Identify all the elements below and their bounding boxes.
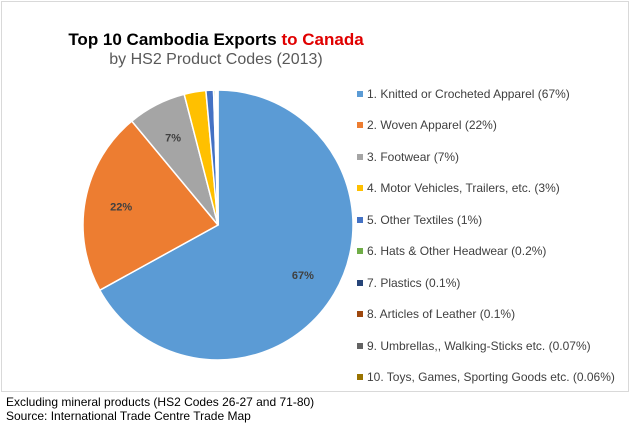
legend-swatch-7 [357,279,363,286]
legend-item-8: 8. Articles of Leather (0.1%) [357,299,627,331]
legend-label-3: 3. Footwear (7%) [367,149,460,164]
legend-swatch-1 [357,90,363,97]
chart-subtitle: by HS2 Product Codes (2013) [109,51,323,68]
legend-item-9: 9. Umbrellas,, Walking-Sticks etc. (0.07… [357,330,627,362]
legend-item-10: 10. Toys, Games, Sporting Goods etc. (0.… [357,362,627,394]
legend-label-10: 10. Toys, Games, Sporting Goods etc. (0.… [367,370,615,385]
legend-label-8: 8. Articles of Leather (0.1%) [367,307,516,322]
legend-item-1: 1. Knitted or Crocheted Apparel (67%) [357,78,627,110]
legend-label-1: 1. Knitted or Crocheted Apparel (67%) [367,86,570,101]
legend-swatch-8 [357,311,363,318]
legend-swatch-5 [357,216,363,223]
footer-note: Excluding mineral products (HS2 Codes 26… [6,395,315,409]
legend-swatch-10 [357,374,363,381]
legend-label-7: 7. Plastics (0.1%) [367,275,461,290]
legend-label-5: 5. Other Textiles (1%) [367,212,483,227]
pie-data-label-2: 22% [110,202,132,214]
legend-label-4: 4. Motor Vehicles, Trailers, etc. (3%) [367,181,560,196]
legend-swatch-4 [357,185,363,192]
legend-item-2: 2. Woven Apparel (22%) [357,110,627,142]
pie-data-label-1: 67% [292,270,314,282]
legend-label-2: 2. Woven Apparel (22%) [367,118,497,133]
chart-title-main: Top 10 Cambodia Exports [68,30,277,49]
legend-swatch-6 [357,248,363,255]
chart-title-accent: to Canada [281,30,364,49]
chart-title: Top 10 Cambodia Exports to Canada [0,30,432,50]
legend-swatch-2 [357,122,363,129]
legend-label-6: 6. Hats & Other Headwear (0.2%) [367,244,547,259]
pie-chart: 67% 22% 7% [82,89,354,361]
legend-swatch-3 [357,153,363,160]
chart-title-block: Top 10 Cambodia Exports to Canada by HS2… [0,30,432,70]
legend-item-7: 7. Plastics (0.1%) [357,267,627,299]
pie-data-label-3: 7% [165,132,181,144]
pie-slice-2 [82,120,220,292]
footer-source: Source: International Trade Centre Trade… [6,409,251,423]
pie-slice-1 [98,89,354,361]
legend-item-3: 3. Footwear (7%) [357,141,627,173]
legend-item-5: 5. Other Textiles (1%) [357,204,627,236]
legend-swatch-9 [357,342,363,349]
chart-legend: 1. Knitted or Crocheted Apparel (67%) 2. … [357,78,627,393]
legend-label-9: 9. Umbrellas,, Walking-Sticks etc. (0.07… [367,338,591,353]
pie-slice-10 [216,89,219,226]
footer: Excluding mineral products (HS2 Codes 26… [6,395,314,423]
legend-item-6: 6. Hats & Other Headwear (0.2%) [357,236,627,268]
legend-item-4: 4. Motor Vehicles, Trailers, etc. (3%) [357,173,627,205]
